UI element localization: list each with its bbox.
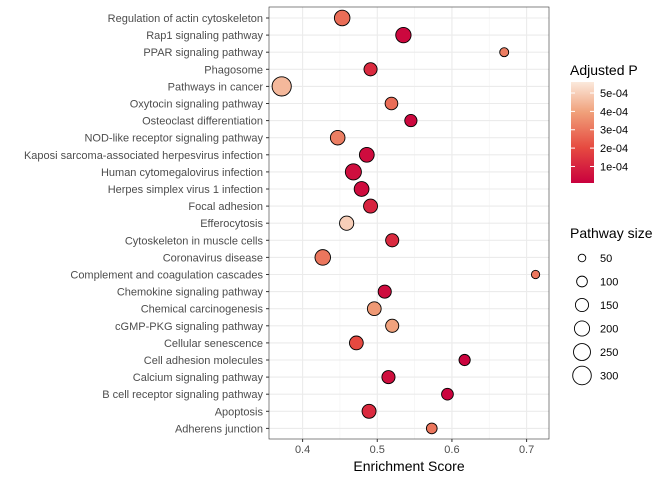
data-point [458, 353, 471, 367]
category-label: Efferocytosis [200, 218, 263, 230]
category-label: B cell receptor signaling pathway [102, 389, 263, 401]
size-legend-items: 50 100 150 200 250 300 [572, 253, 618, 386]
category-labels: Regulation of actin cytoskeleton Rap1 sig… [24, 13, 269, 435]
data-point [361, 403, 377, 419]
color-legend-bar [571, 82, 594, 183]
data-point [349, 335, 364, 351]
data-point [384, 96, 399, 111]
color-legend: Adjusted P 1e-04 2e-04 3e-04 4e-04 5e-04 [570, 62, 638, 183]
data-point [385, 318, 400, 333]
size-legend: Pathway size 50 100 150 200 250 300 [570, 225, 653, 386]
size-legend-title: Pathway size [570, 225, 653, 241]
size-legend-circle [574, 297, 590, 313]
data-point [441, 387, 454, 401]
category-label: cGMP-PKG signaling pathway [115, 321, 263, 333]
category-label: Cellular senescence [164, 338, 263, 350]
category-label: Phagosome [204, 64, 263, 76]
data-point [363, 62, 378, 77]
data-point [363, 198, 378, 214]
points-layer [271, 9, 541, 435]
category-label: Osteoclast differentiation [142, 116, 263, 128]
data-point [395, 26, 412, 44]
x-tick-label: 0.5 [370, 444, 385, 456]
category-label: Coronavirus disease [163, 252, 263, 264]
size-legend-label: 300 [600, 371, 618, 383]
category-label: Cytoskeleton in muscle cells [125, 235, 264, 247]
category-label: Cell adhesion molecules [144, 355, 264, 367]
color-legend-title: Adjusted P [570, 62, 638, 78]
data-point [344, 163, 362, 181]
size-legend-label: 100 [600, 277, 618, 289]
x-tick-label: 0.6 [444, 444, 459, 456]
x-axis: 0.4 0.5 0.6 0.7 [295, 439, 534, 456]
size-legend-circle [573, 320, 591, 337]
data-point [385, 233, 400, 248]
data-point [499, 47, 510, 58]
color-legend-label: 4e-04 [600, 106, 628, 118]
color-legend-label: 3e-04 [600, 125, 628, 137]
category-label: Rap1 signaling pathway [146, 30, 263, 42]
size-legend-circle [576, 275, 588, 288]
category-label: Adherens junction [175, 423, 263, 435]
size-legend-label: 150 [600, 300, 618, 312]
data-point [425, 422, 438, 435]
data-point [381, 370, 396, 385]
category-label: NOD-like receptor signaling pathway [84, 133, 263, 145]
category-label: Herpes simplex virus 1 infection [108, 184, 263, 196]
category-label: Apoptosis [215, 406, 264, 418]
size-legend-label: 250 [600, 347, 618, 359]
category-label: Oxytocin signaling pathway [130, 99, 264, 111]
color-legend-label: 1e-04 [600, 161, 628, 173]
category-label: Complement and coagulation cascades [70, 270, 263, 282]
data-point [271, 76, 292, 97]
grid-layer [269, 7, 549, 439]
size-legend-label: 200 [600, 324, 618, 336]
data-point [339, 215, 355, 231]
size-legend-circle [577, 253, 587, 263]
category-label: Chemokine signaling pathway [117, 287, 264, 299]
data-point [314, 249, 331, 266]
category-label: Calcium signaling pathway [133, 372, 264, 384]
category-label: Pathways in cancer [168, 81, 264, 93]
data-point [366, 301, 382, 317]
color-legend-label: 5e-04 [600, 88, 628, 100]
x-axis-title: Enrichment Score [353, 458, 464, 474]
category-label: Focal adhesion [188, 201, 263, 213]
color-legend-label: 2e-04 [600, 143, 628, 155]
x-tick-label: 0.4 [295, 444, 310, 456]
category-label: Regulation of actin cytoskeleton [108, 13, 263, 25]
data-point [530, 269, 541, 280]
color-legend-ticks: 1e-04 2e-04 3e-04 4e-04 5e-04 [571, 88, 628, 173]
data-point [358, 146, 375, 163]
category-label: PPAR signaling pathway [143, 47, 263, 59]
size-legend-label: 50 [600, 253, 612, 265]
data-point [377, 284, 392, 299]
data-point [329, 129, 346, 146]
data-point [404, 114, 418, 128]
size-legend-circle [572, 365, 592, 386]
data-point [353, 181, 370, 197]
category-label: Human cytomegalovirus infection [101, 167, 263, 179]
x-tick-label: 0.7 [519, 444, 534, 456]
size-legend-circle [573, 343, 591, 361]
category-label: Chemical carcinogenesis [141, 304, 264, 316]
data-point [333, 9, 351, 27]
category-label: Kaposi sarcoma-associated herpesvirus in… [24, 150, 263, 162]
